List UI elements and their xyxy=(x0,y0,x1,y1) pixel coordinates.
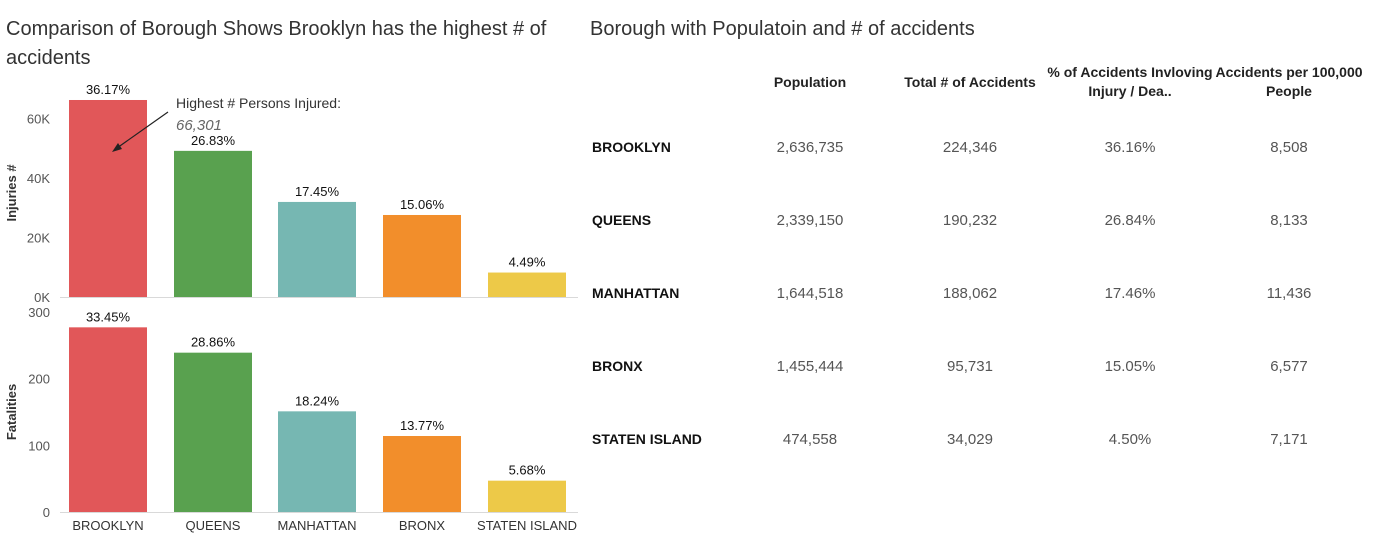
table-cell: 6,577 xyxy=(1270,358,1308,375)
x-tick-label: STATEN ISLAND xyxy=(477,518,577,533)
chart-title-left: Comparison of Borough Shows Brooklyn has… xyxy=(6,18,547,69)
data-label: 13.77% xyxy=(400,418,445,433)
table-cell: 15.05% xyxy=(1104,358,1156,375)
data-label: 36.17% xyxy=(86,82,131,97)
data-label: 33.45% xyxy=(86,309,131,324)
table-column-header: % of Accidents Invloving Injury / Dea.. xyxy=(1047,64,1213,99)
table-cell: 8,133 xyxy=(1270,212,1308,229)
bar xyxy=(383,436,461,512)
annotation-arrow xyxy=(116,111,169,149)
bar xyxy=(278,411,356,512)
y-tick-label: 200 xyxy=(28,372,50,387)
data-label: 28.86% xyxy=(191,335,236,350)
chart-title-right: Borough with Populatoin and # of acciden… xyxy=(590,18,975,40)
table-cell: 7,171 xyxy=(1270,431,1308,448)
table-row-label: QUEENS xyxy=(592,212,652,228)
data-label: 15.06% xyxy=(400,197,445,212)
y-tick-label: 100 xyxy=(28,438,50,453)
bar xyxy=(69,327,147,512)
data-label: 17.45% xyxy=(295,184,340,199)
table-cell: 95,731 xyxy=(947,358,993,375)
y-tick-label: 20K xyxy=(27,231,50,246)
y-axis-label: Fatalities xyxy=(4,384,19,440)
x-tick-label: BRONX xyxy=(399,518,446,533)
bar xyxy=(174,150,252,297)
table-cell: 1,644,518 xyxy=(776,285,844,302)
table-cell: 11,436 xyxy=(1266,285,1312,302)
annotation-value: 66,301 xyxy=(176,117,222,134)
table-cell: 34,029 xyxy=(947,431,993,448)
table-cell: 26.84% xyxy=(1104,212,1156,229)
table-cell: 2,636,735 xyxy=(776,139,844,156)
y-tick-label: 0 xyxy=(43,505,50,520)
table-cell: 1,455,444 xyxy=(776,358,844,375)
y-tick-label: 0K xyxy=(34,290,50,305)
table-cell: 474,558 xyxy=(782,431,838,448)
data-label: 26.83% xyxy=(191,133,236,148)
table-cell: 188,062 xyxy=(942,285,998,302)
bar xyxy=(488,480,566,512)
bar xyxy=(174,352,252,512)
annotation-text: Highest # Persons Injured: xyxy=(176,95,341,111)
data-label: 5.68% xyxy=(509,463,546,478)
x-tick-label: MANHATTAN xyxy=(278,518,357,533)
annotation-arrowhead xyxy=(112,143,122,152)
x-tick-label: BROOKLYN xyxy=(72,518,143,533)
data-label: 18.24% xyxy=(295,393,340,408)
table-row-label: STATEN ISLAND xyxy=(592,431,702,447)
table-row-label: BROOKLYN xyxy=(592,139,671,155)
table-cell: 4.50% xyxy=(1108,431,1152,448)
table-row-label: MANHATTAN xyxy=(592,285,680,301)
y-tick-label: 60K xyxy=(27,112,50,127)
data-label: 4.49% xyxy=(509,255,546,270)
bar xyxy=(383,214,461,297)
bar xyxy=(278,201,356,297)
y-axis-label: Injuries # xyxy=(4,164,19,222)
x-tick-label: QUEENS xyxy=(186,518,241,533)
table-row-label: BRONX xyxy=(592,358,643,374)
table-cell: 2,339,150 xyxy=(776,212,844,229)
table-column-header: Accidents per 100,000 People xyxy=(1215,64,1363,99)
table-column-header: Population xyxy=(773,74,847,90)
y-tick-label: 40K xyxy=(27,171,50,186)
table-cell: 190,232 xyxy=(942,212,998,229)
bar xyxy=(488,272,566,297)
bar xyxy=(69,99,147,297)
y-tick-label: 300 xyxy=(28,305,50,320)
table-cell: 36.16% xyxy=(1104,139,1156,156)
table-cell: 17.46% xyxy=(1104,285,1156,302)
table-column-header: Total # of Accidents xyxy=(904,74,1036,90)
table-cell: 224,346 xyxy=(942,139,998,156)
table-cell: 8,508 xyxy=(1270,139,1308,156)
